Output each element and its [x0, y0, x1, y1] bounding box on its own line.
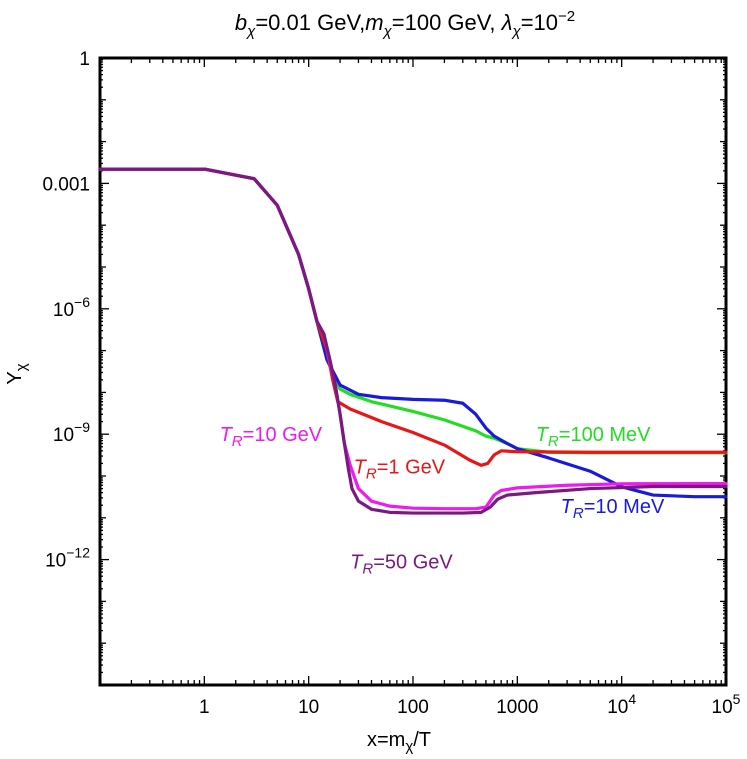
- title-b: b: [235, 10, 247, 35]
- series-line-tr-50-gev: [98, 167, 728, 515]
- series-line-tr-1-gev: [98, 167, 728, 467]
- y-tick-label: 0.001: [42, 174, 90, 195]
- x-tick-label: 105: [712, 691, 741, 718]
- y-tick-label: 10−6: [53, 294, 90, 321]
- label-tr-50-gev: TR=50 GeV: [350, 552, 453, 578]
- series-annotations: TR=10 GeV TR=1 GeV TR=100 MeV TR=10 MeV TR=5…: [220, 424, 665, 577]
- title-lambda-exp: −2: [558, 8, 575, 25]
- title-m-sub: χ: [382, 23, 393, 40]
- title-b-val: =0.01 GeV,: [255, 10, 365, 35]
- title-lambda-sub: χ: [510, 23, 521, 40]
- series-line-tr-10-mev: [98, 167, 728, 499]
- x-tick-label: 10: [298, 697, 319, 718]
- x-tick-label: 1: [199, 697, 210, 718]
- label-tr-1-gev: TR=1 GeV: [354, 456, 446, 482]
- y-tick-label: 10−9: [53, 419, 90, 446]
- x-tick-label: 1000: [496, 697, 538, 718]
- x-tick-label: 104: [607, 691, 636, 718]
- title-b-sub: χ: [245, 23, 256, 40]
- tick-labels: 1 10 100 1000 104 105 1 0.001 10−6 10−9 10−12: [42, 49, 740, 718]
- x-axis-label: x=mχ/T: [367, 729, 431, 755]
- y-tick-label: 10−12: [45, 545, 90, 572]
- chart-title: bχ=0.01 GeV,mχ=100 GeV, λχ=10−2: [235, 8, 575, 40]
- title-m-val: =100 GeV,: [392, 10, 502, 35]
- label-tr-100-mev: TR=100 MeV: [536, 424, 651, 450]
- y-tick-label: 1: [79, 49, 90, 70]
- title-m: m: [365, 10, 383, 35]
- series-line-tr-100-mev: [98, 167, 728, 455]
- axis-ticks: [99, 58, 726, 686]
- title-lambda-val: =10: [521, 10, 558, 35]
- plot-frame: [98, 56, 728, 687]
- label-tr-10-gev: TR=10 GeV: [220, 424, 323, 450]
- y-axis-label: Yχ: [4, 363, 30, 384]
- title-lambda: λ: [501, 10, 513, 35]
- x-tick-label: 100: [397, 697, 429, 718]
- series-layer: [98, 167, 728, 515]
- label-tr-10-mev: TR=10 MeV: [561, 496, 665, 522]
